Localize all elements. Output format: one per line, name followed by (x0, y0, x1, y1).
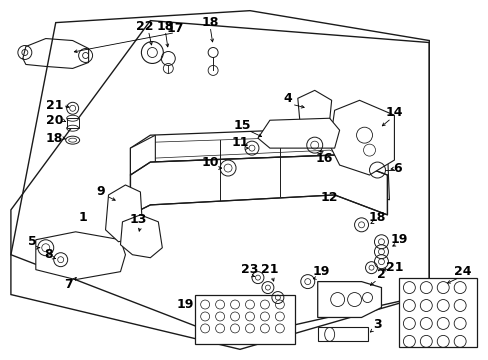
Polygon shape (66, 118, 79, 128)
Text: 8: 8 (44, 248, 53, 261)
Polygon shape (195, 294, 294, 345)
Text: 18: 18 (201, 16, 218, 29)
Polygon shape (317, 328, 367, 341)
Text: 19: 19 (176, 298, 194, 311)
Text: 21: 21 (261, 263, 278, 276)
Text: 18: 18 (46, 132, 63, 145)
Polygon shape (297, 90, 331, 130)
Polygon shape (334, 128, 388, 200)
Text: 24: 24 (453, 265, 471, 278)
Polygon shape (120, 215, 162, 258)
Polygon shape (130, 135, 155, 175)
Text: 5: 5 (28, 235, 37, 248)
Polygon shape (329, 100, 394, 175)
Text: 14: 14 (385, 106, 402, 119)
Text: 15: 15 (233, 119, 250, 132)
Text: 16: 16 (315, 152, 333, 165)
Polygon shape (317, 282, 381, 318)
Text: 10: 10 (201, 156, 219, 168)
Text: 19: 19 (312, 265, 330, 278)
Text: 9: 9 (96, 185, 104, 198)
Text: 13: 13 (129, 213, 147, 226)
Text: 19: 19 (390, 233, 407, 246)
Text: 23: 23 (241, 263, 258, 276)
Text: 18: 18 (156, 20, 174, 33)
Text: 21: 21 (46, 99, 63, 112)
Polygon shape (399, 278, 476, 347)
Polygon shape (36, 232, 125, 280)
Text: 21: 21 (385, 261, 402, 274)
Text: 18: 18 (368, 211, 386, 224)
Text: 3: 3 (372, 318, 381, 331)
Text: 7: 7 (64, 278, 73, 291)
Text: 20: 20 (46, 114, 63, 127)
Text: 12: 12 (320, 192, 338, 204)
Text: 1: 1 (78, 211, 87, 224)
Text: 2: 2 (376, 268, 385, 281)
Polygon shape (105, 185, 142, 242)
Text: 22: 22 (135, 20, 153, 33)
Polygon shape (130, 155, 386, 215)
Text: 17: 17 (166, 22, 183, 35)
Polygon shape (130, 128, 386, 175)
Text: 11: 11 (231, 136, 248, 149)
Text: 4: 4 (283, 92, 292, 105)
Polygon shape (258, 118, 339, 148)
Text: 6: 6 (392, 162, 401, 175)
